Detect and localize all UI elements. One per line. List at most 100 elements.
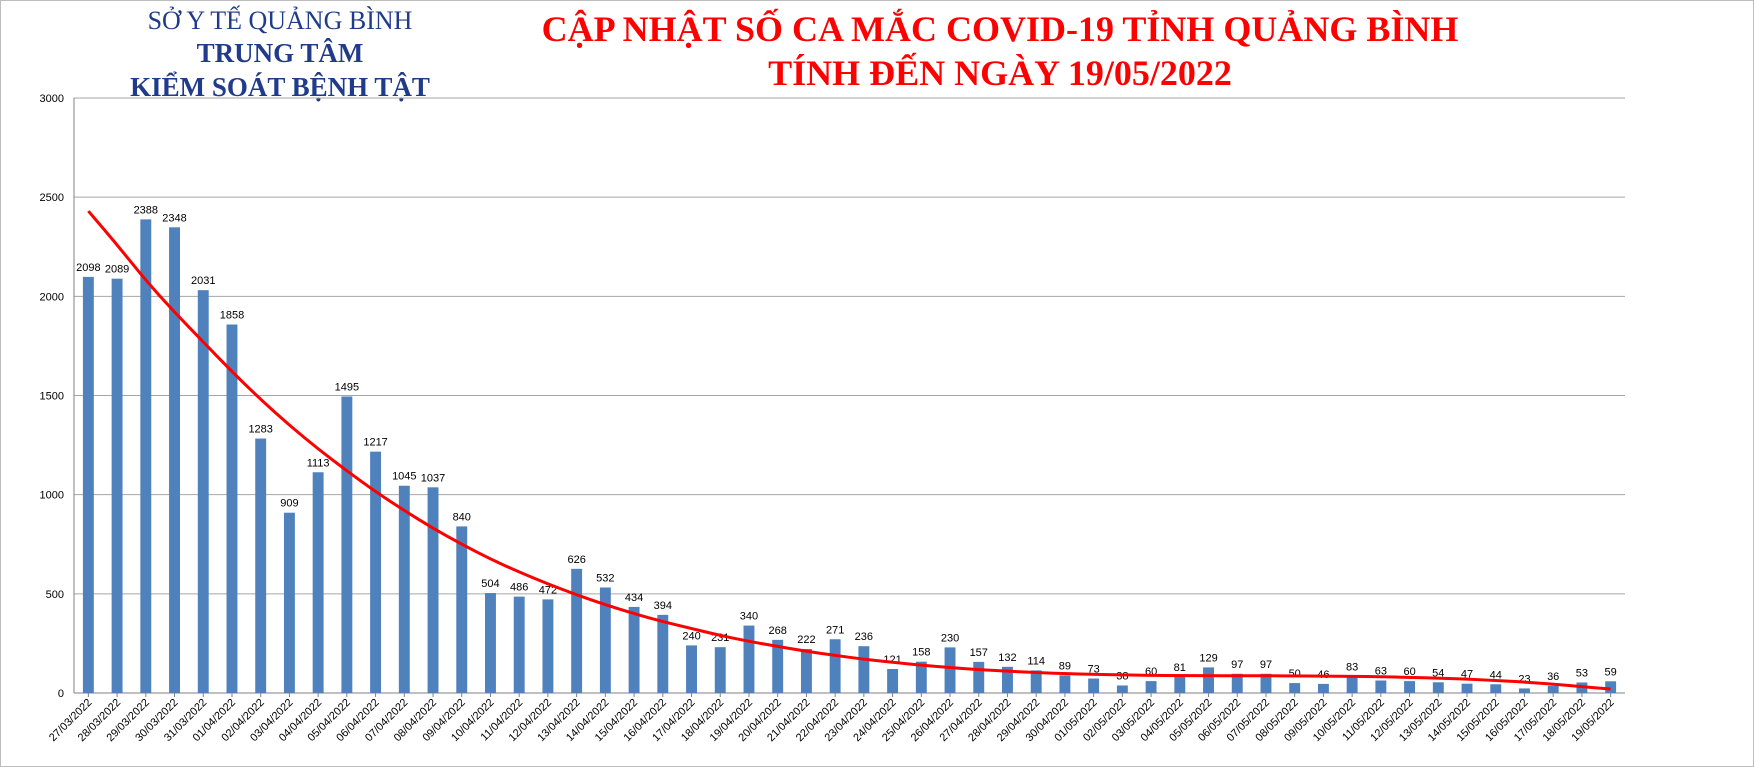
data-label: 268: [769, 625, 787, 637]
data-label: 53: [1576, 667, 1588, 679]
y-tick-label: 3000: [40, 93, 64, 105]
data-label: 340: [740, 611, 758, 623]
data-label: 2031: [191, 275, 215, 287]
data-label: 114: [1027, 655, 1045, 667]
bar: [628, 606, 640, 693]
data-label: 158: [912, 647, 930, 659]
bar: [456, 526, 468, 693]
bar: [1030, 670, 1042, 693]
data-label: 59: [1605, 666, 1617, 678]
data-label: 2098: [76, 262, 100, 274]
bar: [1289, 683, 1301, 693]
bar: [772, 639, 784, 693]
data-label: 73: [1088, 664, 1100, 676]
data-label: 157: [970, 647, 988, 659]
bar: [915, 661, 927, 693]
bar: [111, 278, 123, 693]
bar: [1231, 673, 1243, 693]
data-label: 60: [1403, 666, 1415, 678]
bar: [599, 587, 611, 693]
bar: [887, 669, 899, 693]
bar: [1605, 681, 1617, 693]
data-label: 472: [539, 584, 557, 596]
y-tick-label: 2500: [40, 192, 64, 204]
data-label: 1495: [335, 381, 359, 393]
y-tick-label: 1500: [40, 391, 64, 403]
bar: [714, 647, 726, 693]
data-label: 2348: [162, 212, 186, 224]
bar: [657, 614, 669, 693]
data-label: 63: [1375, 666, 1387, 678]
bar: [542, 599, 554, 693]
data-label: 36: [1547, 671, 1559, 683]
bar: [858, 646, 870, 693]
data-label: 97: [1231, 659, 1243, 671]
bar: [944, 647, 956, 693]
bar: [1174, 676, 1186, 693]
bar: [427, 487, 439, 693]
bar: [140, 219, 152, 693]
bar: [197, 290, 209, 693]
bar: [1346, 676, 1358, 693]
bar: [255, 438, 267, 693]
bar: [226, 324, 238, 693]
bar: [169, 227, 180, 693]
y-tick-label: 2000: [40, 291, 64, 303]
data-label: 1113: [307, 457, 330, 469]
bar: [312, 472, 324, 693]
chart-subtitle: TÍNH ĐẾN NGÀY 19/05/2022: [768, 53, 1232, 93]
data-label: 1283: [248, 424, 272, 436]
data-label: 81: [1174, 662, 1186, 674]
data-label: 394: [654, 600, 672, 612]
bar: [973, 661, 985, 693]
bar: [341, 396, 353, 693]
data-label: 54: [1432, 667, 1444, 679]
bar: [1432, 682, 1444, 693]
data-label: 1217: [363, 437, 387, 449]
y-tick-label: 0: [58, 688, 64, 700]
bar: [1116, 685, 1128, 693]
bar: [800, 648, 812, 693]
data-label: 129: [1199, 652, 1217, 664]
data-label: 44: [1490, 669, 1502, 681]
bar: [398, 485, 410, 693]
data-label: 486: [510, 582, 528, 594]
data-label: 1858: [220, 309, 244, 321]
data-label: 1037: [421, 472, 445, 484]
data-label: 626: [567, 554, 585, 566]
bar: [1547, 685, 1559, 693]
y-tick-label: 1000: [40, 490, 64, 502]
bar: [82, 276, 94, 693]
data-label: 89: [1059, 660, 1071, 672]
bar: [829, 639, 841, 693]
data-label: 2388: [134, 204, 158, 216]
bar: [513, 596, 525, 693]
chart-title: CẬP NHẬT SỐ CA MẮC COVID-19 TỈNH QUẢNG B…: [541, 9, 1459, 49]
bar: [743, 625, 755, 693]
data-label: 434: [625, 592, 643, 604]
bar: [1461, 683, 1473, 693]
data-label: 1045: [392, 471, 416, 483]
bar: [1404, 681, 1416, 693]
bar: [1002, 666, 1013, 693]
bar: [485, 593, 496, 693]
bar: [1375, 680, 1387, 693]
data-label: 504: [481, 578, 499, 590]
trendline: [87, 210, 1611, 691]
bar: [1519, 688, 1530, 693]
data-label: 222: [797, 634, 815, 646]
bar: [1260, 673, 1272, 693]
bar: [283, 512, 295, 693]
data-label: 240: [682, 630, 700, 642]
bar: [1203, 667, 1214, 693]
bar: [686, 645, 697, 693]
data-label: 236: [855, 631, 873, 643]
bar: [571, 568, 583, 693]
bar: [1490, 684, 1502, 693]
bar: [370, 451, 382, 693]
bar: [1088, 678, 1100, 693]
data-label: 271: [826, 624, 844, 636]
data-label: 230: [941, 632, 959, 644]
data-label: 909: [280, 498, 298, 510]
